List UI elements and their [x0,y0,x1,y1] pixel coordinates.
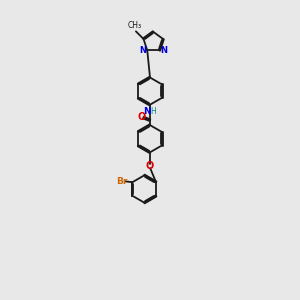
Text: Br: Br [116,177,127,186]
Text: H: H [150,107,156,116]
Text: N: N [143,107,151,116]
Text: CH₃: CH₃ [128,21,142,30]
Text: O: O [145,161,153,171]
Text: N: N [140,46,147,55]
Text: N: N [160,46,167,55]
Text: O: O [138,112,146,122]
